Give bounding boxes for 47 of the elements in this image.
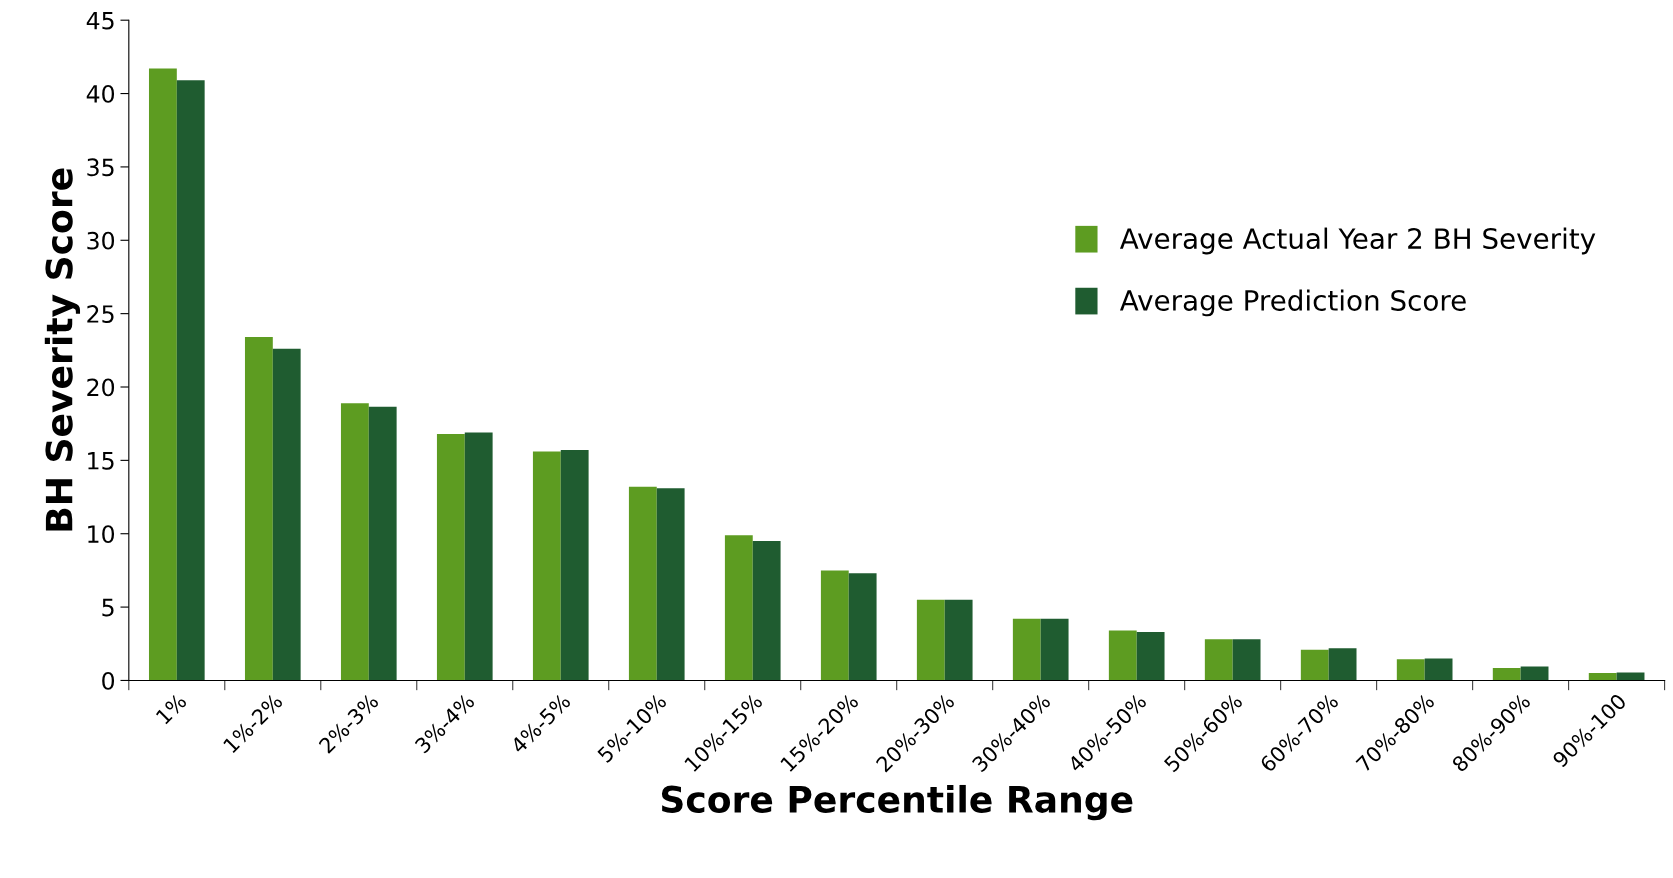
y-tick-label: 45 (86, 11, 114, 30)
bar (1040, 618, 1069, 681)
x-axis-title: Score Percentile Range (661, 784, 1133, 821)
bar (1300, 649, 1329, 681)
bar (916, 599, 945, 681)
y-tick-label: 15 (88, 452, 114, 470)
legend-label: Average Prediction Score (1119, 289, 1466, 317)
bar (436, 433, 465, 681)
bar (244, 337, 273, 681)
bar (1012, 618, 1041, 681)
bar (1108, 630, 1137, 681)
bar (560, 450, 589, 681)
y-tick-label: 20 (87, 378, 115, 397)
bar (532, 451, 561, 681)
bar (656, 488, 685, 681)
bar (148, 68, 177, 681)
bar (1616, 672, 1645, 681)
bar (628, 486, 657, 681)
y-tick-label: 40 (86, 85, 115, 103)
bar (752, 541, 781, 681)
legend-label: Average Actual Year 2 BH Severity (1119, 227, 1596, 255)
bar (944, 599, 973, 681)
bar (1588, 673, 1617, 681)
x-tick-label: 1% (155, 692, 188, 725)
bar (272, 348, 301, 681)
y-tick-label: 25 (87, 305, 114, 323)
bar (176, 80, 205, 681)
bar (1492, 667, 1521, 681)
y-tick-label: 10 (88, 525, 115, 544)
bar (368, 406, 397, 681)
bar (1520, 666, 1549, 681)
bar (820, 570, 849, 681)
y-axis-title: BH Severity Score (44, 168, 81, 531)
bar (464, 432, 493, 681)
y-tick-label: 30 (87, 231, 115, 250)
bar (724, 535, 753, 681)
y-tick-label: 0 (102, 671, 115, 690)
bar (1204, 639, 1233, 681)
bar (1136, 632, 1165, 681)
bar (340, 403, 369, 681)
bar (1396, 659, 1425, 681)
bar (1232, 639, 1261, 681)
bar (1424, 658, 1453, 681)
y-tick-label: 5 (102, 598, 114, 617)
bar (1328, 648, 1357, 681)
bar (848, 573, 877, 681)
y-tick-label: 35 (87, 158, 114, 177)
